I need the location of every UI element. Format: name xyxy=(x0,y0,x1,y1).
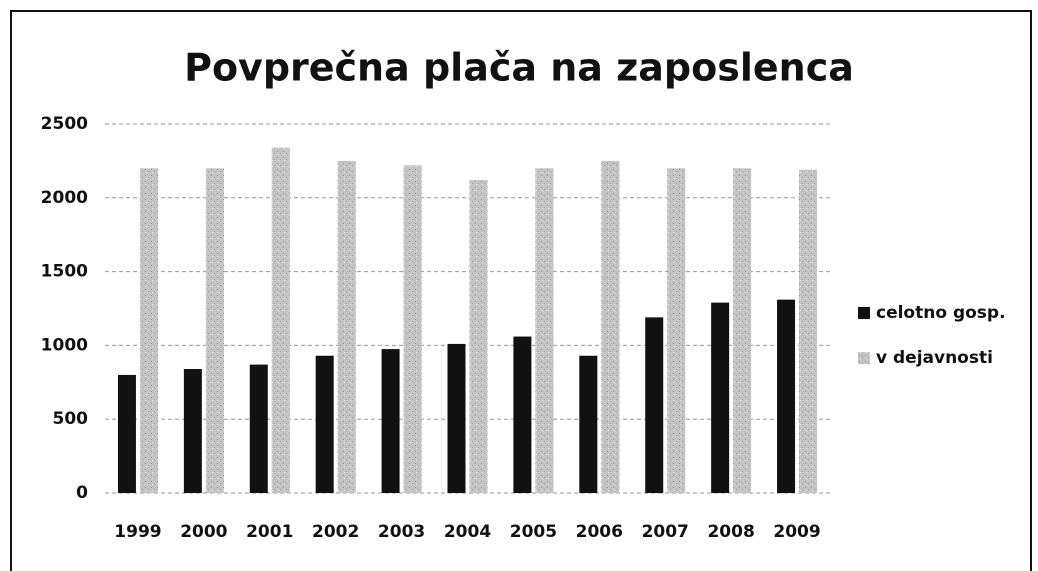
bar xyxy=(667,168,686,493)
bar xyxy=(601,160,620,493)
legend-label: celotno gosp. xyxy=(876,303,1006,323)
bar xyxy=(733,168,752,493)
bar xyxy=(711,302,730,493)
y-tick-label: 2000 xyxy=(41,188,88,208)
bar xyxy=(271,147,290,493)
x-tick-label: 2006 xyxy=(576,522,623,542)
x-tick-label: 2001 xyxy=(246,522,293,542)
bar xyxy=(645,317,664,493)
bar xyxy=(205,168,224,493)
legend-label: v dejavnosti xyxy=(876,348,993,368)
bar xyxy=(777,299,796,493)
bar xyxy=(469,180,488,493)
x-tick-label: 2008 xyxy=(707,522,754,542)
x-tick-label: 1999 xyxy=(114,522,161,542)
chart-title: Povprečna plača na zaposlenca xyxy=(184,46,854,90)
y-tick-label: 500 xyxy=(53,409,89,429)
legend-swatch xyxy=(858,352,870,364)
x-tick-label: 2007 xyxy=(642,522,689,542)
bar xyxy=(139,168,158,493)
bar xyxy=(315,355,334,493)
bar xyxy=(535,168,554,493)
bar xyxy=(799,169,818,494)
y-tick-label: 1500 xyxy=(41,262,88,282)
x-tick-label: 2000 xyxy=(180,522,227,542)
bar xyxy=(249,364,268,493)
bar xyxy=(403,165,422,493)
bar xyxy=(513,336,532,493)
x-tick-label: 2004 xyxy=(444,522,491,542)
x-tick-label: 2009 xyxy=(773,522,820,542)
bar xyxy=(579,355,598,493)
x-tick-label: 2002 xyxy=(312,522,359,542)
y-tick-label: 1000 xyxy=(41,335,88,355)
legend-swatch xyxy=(858,307,870,319)
bar xyxy=(117,374,136,493)
y-tick-label: 0 xyxy=(76,483,88,503)
x-tick-label: 2005 xyxy=(510,522,557,542)
bar xyxy=(183,369,202,493)
bar xyxy=(447,343,466,493)
bar xyxy=(337,160,356,493)
y-tick-label: 2500 xyxy=(41,114,88,134)
x-tick-label: 2003 xyxy=(378,522,425,542)
bar xyxy=(381,349,400,493)
